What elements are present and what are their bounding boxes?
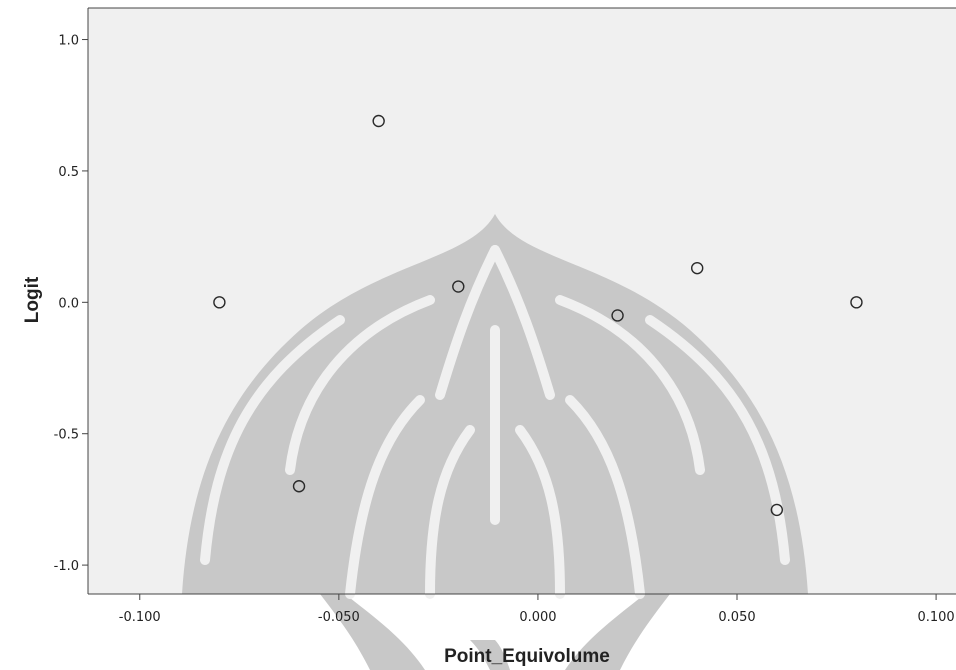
y-tick-label: 0.5 (58, 165, 79, 180)
data-point (690, 261, 704, 275)
data-point (770, 503, 784, 517)
x-tick-label: 0.050 (718, 610, 755, 625)
y-tick-label: -1.0 (54, 559, 79, 574)
data-point (292, 480, 306, 493)
watermark-lines (200, 245, 790, 599)
x-axis-title: Point_Equivolume (444, 646, 610, 667)
x-tick-label: -0.100 (119, 610, 161, 625)
data-point (452, 280, 465, 293)
y-axis-title: Logit (22, 276, 43, 323)
x-tick-label: 0.000 (519, 610, 556, 625)
y-tick-label: 0.0 (58, 296, 79, 311)
axes (87, 7, 956, 595)
data-point (850, 296, 863, 309)
x-tick-label: -0.050 (318, 610, 360, 625)
data-point (611, 309, 624, 322)
y-tick-label: -0.5 (54, 428, 79, 443)
y-tick-label: 1.0 (58, 34, 79, 49)
x-tick-label: 0.100 (917, 610, 954, 625)
data-point (372, 114, 385, 128)
data-point (213, 296, 226, 309)
